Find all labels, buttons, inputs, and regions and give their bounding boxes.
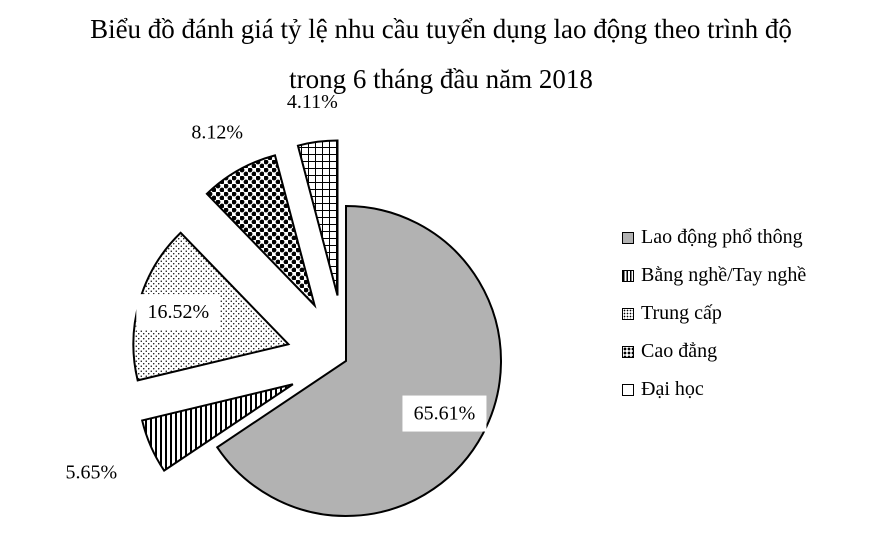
pie-slice-0 [215, 204, 502, 517]
legend-label: Đại học [641, 378, 704, 400]
legend-label: Bằng nghề/Tay nghề [641, 264, 807, 286]
svg-text:8.12%: 8.12% [191, 121, 243, 143]
chart-title-line-2: trong 6 tháng đầu năm 2018 [289, 64, 593, 94]
legend-label: Lao động phổ thông [641, 226, 803, 248]
slice-label-2: 16.52% [136, 294, 221, 331]
legend-label: Cao đẳng [641, 340, 718, 362]
slice-label-1: 5.65% [65, 462, 117, 484]
legend-swatch-icon [622, 270, 634, 282]
legend-label: Trung cấp [641, 302, 722, 324]
pie-slice-4 [296, 139, 339, 296]
svg-text:4.11%: 4.11% [287, 91, 338, 113]
slice-label-0: 65.61% [402, 395, 487, 432]
legend-swatch-icon [622, 232, 634, 244]
svg-text:5.65%: 5.65% [65, 462, 117, 484]
chart-title-line-1: Biểu đồ đánh giá tỷ lệ nhu cầu tuyển dụn… [90, 14, 792, 44]
slice-label-3: 8.12% [191, 121, 243, 143]
svg-text:65.61%: 65.61% [414, 403, 476, 425]
svg-text:16.52%: 16.52% [147, 301, 209, 323]
slice-label-4: 4.11% [287, 91, 338, 113]
legend-swatch-icon [622, 346, 634, 358]
legend-swatch-icon [622, 384, 634, 396]
legend-swatch-icon [622, 308, 634, 320]
pie-slice-3 [205, 154, 317, 309]
pie-slice-1 [140, 383, 294, 472]
